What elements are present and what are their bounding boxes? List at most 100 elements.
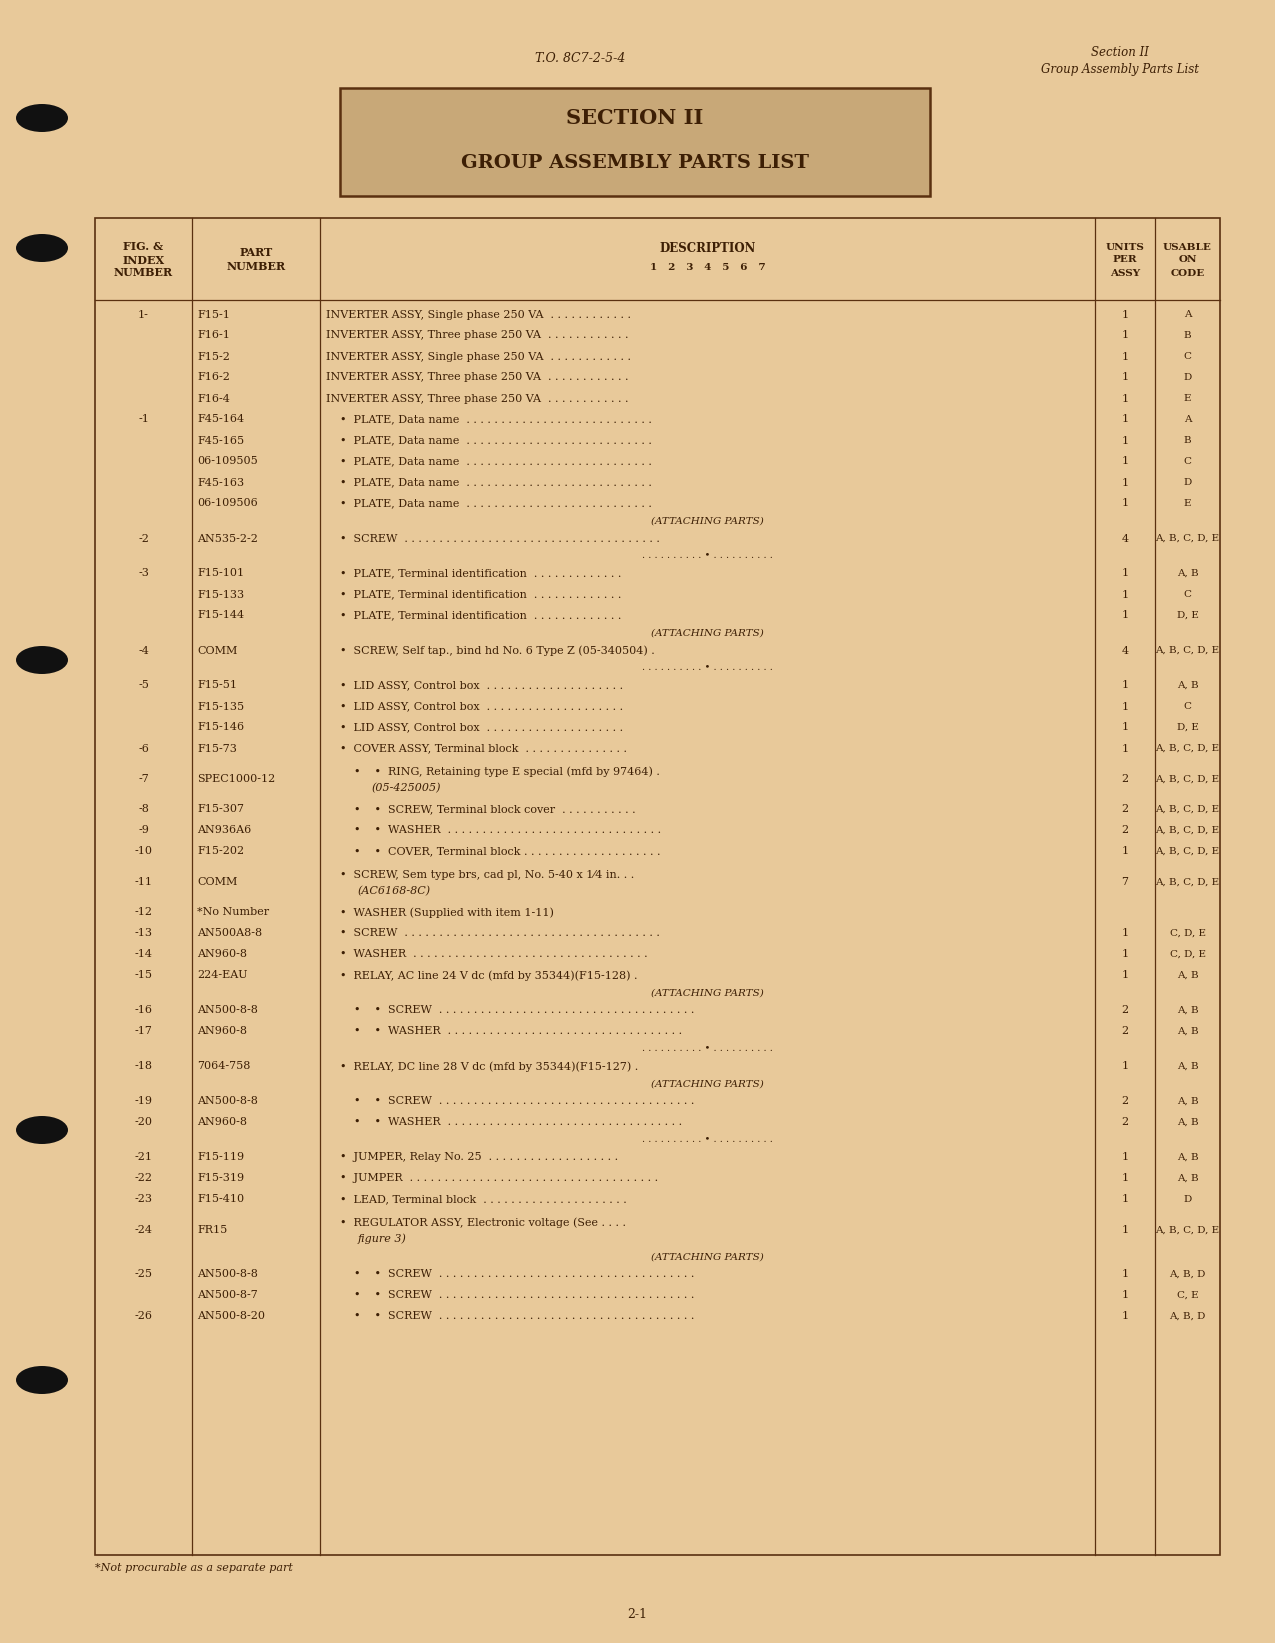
Text: 1: 1 [1122, 309, 1128, 319]
Text: INVERTER ASSY, Three phase 250 VA  . . . . . . . . . . . .: INVERTER ASSY, Three phase 250 VA . . . … [326, 330, 629, 340]
Text: •    •  WASHER  . . . . . . . . . . . . . . . . . . . . . . . . . . . . . . . . : • • WASHER . . . . . . . . . . . . . . .… [354, 1117, 682, 1127]
Ellipse shape [17, 1116, 68, 1144]
Text: 1: 1 [1122, 723, 1128, 733]
Text: A, B, C, D, E: A, B, C, D, E [1155, 805, 1220, 813]
Text: 224-EAU: 224-EAU [198, 971, 247, 981]
Text: F15-51: F15-51 [198, 680, 237, 690]
Text: 2: 2 [1122, 1117, 1128, 1127]
Text: A, B, C, D, E: A, B, C, D, E [1155, 534, 1220, 542]
Text: F16-1: F16-1 [198, 330, 230, 340]
Text: Group Assembly Parts List: Group Assembly Parts List [1040, 64, 1198, 77]
Text: •    •  COVER, Terminal block . . . . . . . . . . . . . . . . . . . .: • • COVER, Terminal block . . . . . . . … [354, 846, 660, 856]
Text: AN500-8-7: AN500-8-7 [198, 1290, 258, 1300]
Text: C: C [1183, 457, 1192, 467]
Text: -13: -13 [134, 928, 153, 938]
Text: INVERTER ASSY, Single phase 250 VA  . . . . . . . . . . . .: INVERTER ASSY, Single phase 250 VA . . .… [326, 309, 631, 319]
Text: •  JUMPER  . . . . . . . . . . . . . . . . . . . . . . . . . . . . . . . . . . .: • JUMPER . . . . . . . . . . . . . . . .… [340, 1173, 658, 1183]
Text: 1: 1 [1122, 590, 1128, 600]
Text: 1: 1 [1122, 1173, 1128, 1183]
Text: E: E [1183, 499, 1191, 508]
Text: *Not procurable as a separate part: *Not procurable as a separate part [96, 1562, 293, 1572]
Text: -19: -19 [134, 1096, 153, 1106]
Text: F15-2: F15-2 [198, 352, 230, 361]
Text: -23: -23 [134, 1194, 153, 1204]
Text: AN535-2-2: AN535-2-2 [198, 534, 258, 544]
Text: F45-165: F45-165 [198, 435, 244, 445]
Text: -7: -7 [138, 774, 149, 784]
Text: . . . . . . . . . . • . . . . . . . . . .: . . . . . . . . . . • . . . . . . . . . … [643, 1135, 773, 1144]
Text: F15-146: F15-146 [198, 723, 244, 733]
Text: NUMBER: NUMBER [113, 268, 173, 279]
Text: •  LID ASSY, Control box  . . . . . . . . . . . . . . . . . . . .: • LID ASSY, Control box . . . . . . . . … [340, 680, 623, 690]
Text: A: A [1183, 311, 1191, 319]
Text: •  LID ASSY, Control box  . . . . . . . . . . . . . . . . . . . .: • LID ASSY, Control box . . . . . . . . … [340, 702, 623, 711]
Text: A, B: A, B [1177, 1027, 1198, 1035]
Text: 1: 1 [1122, 330, 1128, 340]
Text: •  WASHER  . . . . . . . . . . . . . . . . . . . . . . . . . . . . . . . . . .: • WASHER . . . . . . . . . . . . . . . .… [340, 950, 648, 960]
Text: NUMBER: NUMBER [227, 261, 286, 273]
Text: 1: 1 [1122, 1268, 1128, 1280]
Text: C, E: C, E [1177, 1291, 1198, 1300]
Text: C: C [1183, 352, 1192, 361]
Text: •  SCREW, Sem type brs, cad pl, No. 5-40 x 1⁄4 in. . .: • SCREW, Sem type brs, cad pl, No. 5-40 … [340, 869, 634, 879]
Text: A, B: A, B [1177, 1098, 1198, 1106]
Text: (ATTACHING PARTS): (ATTACHING PARTS) [652, 516, 764, 526]
Text: 1: 1 [1122, 1152, 1128, 1162]
Text: -14: -14 [134, 950, 153, 960]
Text: B: B [1183, 330, 1191, 340]
Text: F15-73: F15-73 [198, 744, 237, 754]
Text: A, B, D: A, B, D [1169, 1311, 1206, 1321]
Text: -18: -18 [134, 1061, 153, 1071]
Text: 1: 1 [1122, 568, 1128, 578]
Text: E: E [1183, 394, 1191, 403]
Text: AN500-8-8: AN500-8-8 [198, 1096, 258, 1106]
Text: 2: 2 [1122, 1006, 1128, 1015]
Text: -17: -17 [135, 1027, 153, 1037]
Text: F16-4: F16-4 [198, 394, 230, 404]
Text: (AC6168-8C): (AC6168-8C) [358, 886, 431, 895]
Text: -22: -22 [134, 1173, 153, 1183]
Text: 1: 1 [1122, 1224, 1128, 1236]
Text: 1: 1 [1122, 680, 1128, 690]
Text: 1: 1 [1122, 457, 1128, 467]
Text: *No Number: *No Number [198, 907, 269, 917]
Text: SPEC1000-12: SPEC1000-12 [198, 774, 275, 784]
Text: -20: -20 [134, 1117, 153, 1127]
Text: A, B, C, D, E: A, B, C, D, E [1155, 774, 1220, 784]
Text: (05-425005): (05-425005) [372, 782, 441, 794]
Text: 2: 2 [1122, 805, 1128, 815]
Text: A: A [1183, 416, 1191, 424]
Text: 06-109506: 06-109506 [198, 498, 258, 508]
Text: •    •  SCREW  . . . . . . . . . . . . . . . . . . . . . . . . . . . . . . . . .: • • SCREW . . . . . . . . . . . . . . . … [354, 1006, 695, 1015]
Text: •  PLATE, Terminal identification  . . . . . . . . . . . . .: • PLATE, Terminal identification . . . .… [340, 590, 621, 600]
Text: -3: -3 [138, 568, 149, 578]
Ellipse shape [17, 646, 68, 674]
Text: F15-133: F15-133 [198, 590, 244, 600]
Text: A, B, C, D, E: A, B, C, D, E [1155, 826, 1220, 835]
Text: F15-119: F15-119 [198, 1152, 244, 1162]
Text: A, B: A, B [1177, 680, 1198, 690]
Text: 2: 2 [1122, 1096, 1128, 1106]
Text: 1: 1 [1122, 478, 1128, 488]
Text: AN960-8: AN960-8 [198, 1117, 247, 1127]
Text: 1: 1 [1122, 744, 1128, 754]
Text: •  JUMPER, Relay No. 25  . . . . . . . . . . . . . . . . . . .: • JUMPER, Relay No. 25 . . . . . . . . .… [340, 1152, 618, 1162]
Text: Section II: Section II [1091, 46, 1149, 59]
Bar [96, 219, 1220, 1554]
Text: F45-164: F45-164 [198, 414, 244, 424]
Text: A, B: A, B [1177, 1006, 1198, 1015]
Text: A, B, C, D, E: A, B, C, D, E [1155, 1226, 1220, 1234]
Text: 7064-758: 7064-758 [198, 1061, 250, 1071]
Text: C, D, E: C, D, E [1169, 950, 1205, 960]
Text: F15-144: F15-144 [198, 611, 244, 621]
Text: -26: -26 [134, 1311, 153, 1321]
Text: A, B: A, B [1177, 1117, 1198, 1127]
Text: •    •  WASHER  . . . . . . . . . . . . . . . . . . . . . . . . . . . . . . .: • • WASHER . . . . . . . . . . . . . . .… [354, 825, 662, 835]
Text: •    •  SCREW, Terminal block cover  . . . . . . . . . . .: • • SCREW, Terminal block cover . . . . … [354, 805, 636, 815]
Text: COMM: COMM [198, 877, 237, 887]
Text: •    •  WASHER  . . . . . . . . . . . . . . . . . . . . . . . . . . . . . . . . : • • WASHER . . . . . . . . . . . . . . .… [354, 1027, 682, 1037]
Text: •  PLATE, Terminal identification  . . . . . . . . . . . . .: • PLATE, Terminal identification . . . .… [340, 611, 621, 621]
Text: 1: 1 [1122, 498, 1128, 508]
Text: •  PLATE, Data name  . . . . . . . . . . . . . . . . . . . . . . . . . . .: • PLATE, Data name . . . . . . . . . . .… [340, 414, 652, 424]
Text: •  RELAY, DC line 28 V dc (mfd by 35344)(F15-127) .: • RELAY, DC line 28 V dc (mfd by 35344)(… [340, 1061, 639, 1071]
